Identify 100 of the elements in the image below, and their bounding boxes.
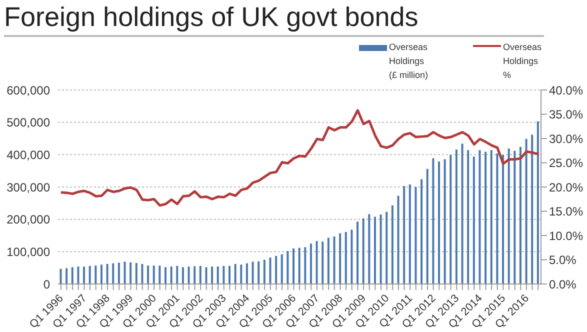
- bar: [514, 150, 516, 284]
- bar: [490, 150, 492, 284]
- bar: [158, 266, 161, 284]
- bar: [327, 238, 330, 284]
- bar: [467, 150, 470, 284]
- bar: [508, 148, 510, 284]
- bar: [286, 251, 289, 284]
- y-tick-label: 500,000: [6, 116, 50, 130]
- bar: [310, 244, 312, 284]
- bar: [350, 230, 353, 284]
- bar: [176, 266, 178, 284]
- bar: [298, 248, 300, 284]
- bar: [71, 267, 74, 284]
- y2-tick-label: 25.0%: [549, 156, 584, 170]
- legend-label: Overseas Holdings (£ million): [389, 41, 430, 82]
- bar: [199, 266, 202, 284]
- bar: [414, 187, 417, 284]
- bar: [228, 266, 231, 284]
- bar: [188, 266, 190, 284]
- bar: [216, 266, 219, 284]
- y2-tick-label: 0.0%: [549, 277, 577, 292]
- bar: [519, 146, 522, 284]
- bar: [182, 267, 184, 284]
- bar: [258, 261, 260, 284]
- y-tick-label: 100,000: [6, 244, 50, 259]
- bar: [420, 179, 423, 284]
- y-tick-label: 400,000: [6, 148, 50, 162]
- bar: [112, 263, 114, 284]
- y-tick-label: 200,000: [6, 212, 50, 227]
- bar: [426, 168, 428, 284]
- y-tick-label: 300,000: [6, 180, 50, 194]
- bar: [380, 214, 382, 284]
- bar: [240, 264, 242, 284]
- bar: [496, 153, 498, 284]
- bar: [531, 134, 534, 284]
- bar: [234, 264, 236, 284]
- y2-tick-label: 40.0%: [549, 83, 584, 98]
- y2-tick-label: 35.0%: [549, 108, 584, 122]
- legend-label: Overseas Holdings %: [503, 41, 543, 82]
- bar: [106, 264, 108, 284]
- bar: [438, 161, 440, 284]
- bar: [246, 263, 248, 284]
- y-tick-label: 600,000: [6, 83, 50, 98]
- y2-tick-label: 20.0%: [549, 180, 584, 194]
- bar: [333, 236, 336, 284]
- bar: [94, 266, 97, 284]
- bar: [130, 262, 132, 284]
- bar: [450, 154, 452, 284]
- bar: [322, 242, 324, 284]
- bar: [432, 158, 434, 284]
- y-tick-label: 0: [43, 277, 50, 292]
- bar: [397, 196, 400, 284]
- bar: [100, 264, 102, 284]
- bar: [152, 266, 155, 284]
- bar: [135, 262, 138, 284]
- bar: [118, 262, 120, 284]
- bar: [292, 248, 295, 284]
- bar: [194, 266, 196, 284]
- bar: [222, 266, 225, 284]
- bar: [484, 152, 487, 284]
- bar: [147, 266, 150, 284]
- bar: [444, 159, 446, 284]
- bar: [66, 268, 68, 284]
- y2-tick-label: 15.0%: [549, 204, 584, 219]
- bar: [252, 262, 254, 284]
- bar: [60, 268, 62, 284]
- bar: [205, 267, 208, 284]
- bar: [83, 266, 86, 284]
- bar: [77, 266, 80, 284]
- y2-tick-label: 30.0%: [549, 132, 584, 146]
- bar: [263, 260, 266, 284]
- bar: [478, 150, 481, 284]
- bar: [316, 240, 318, 284]
- bar: [525, 138, 528, 284]
- bar: [356, 222, 359, 284]
- bar: [280, 254, 283, 284]
- chart-title: Foreign holdings of UK govt bonds: [4, 2, 418, 32]
- bar: [461, 144, 464, 284]
- bar: [502, 154, 504, 284]
- bar: [536, 121, 539, 284]
- bar: [391, 205, 394, 284]
- bar: [386, 212, 388, 284]
- bar: [344, 232, 347, 284]
- line-series: [60, 109, 540, 207]
- bar: [403, 186, 406, 284]
- bar: [88, 266, 91, 284]
- bar: [472, 156, 475, 284]
- bar: [164, 267, 166, 284]
- bar: [455, 149, 458, 284]
- y2-tick-label: 5.0%: [549, 253, 577, 268]
- bar: [408, 184, 411, 284]
- y2-tick-label: 10.0%: [549, 228, 584, 243]
- bar: [362, 218, 364, 284]
- bar: [170, 266, 172, 284]
- bar: [275, 256, 278, 284]
- bar: [269, 257, 272, 284]
- bar: [141, 264, 144, 284]
- bar: [304, 247, 306, 284]
- bar: [124, 262, 126, 284]
- bar: [368, 214, 370, 284]
